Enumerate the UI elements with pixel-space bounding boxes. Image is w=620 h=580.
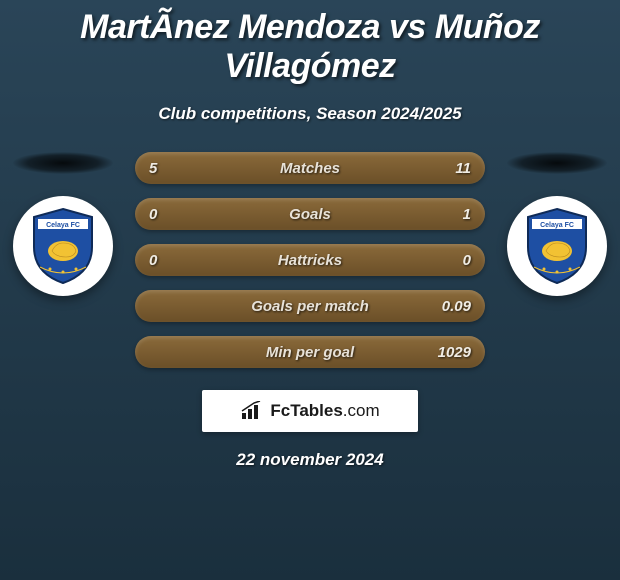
stat-left-value: 5 (149, 160, 157, 177)
stat-row: 0 Hattricks 0 (135, 244, 485, 276)
brand-text: FcTables.com (270, 401, 379, 421)
stat-right-value: 0 (463, 252, 471, 269)
stat-label: Goals per match (251, 298, 369, 315)
stat-label: Goals (289, 206, 331, 223)
stat-row: Goals per match 0.09 (135, 290, 485, 322)
player-left-column: Celaya FC (8, 152, 118, 296)
comparison-content: Celaya FC Celaya FC (0, 152, 620, 470)
stat-label: Min per goal (266, 344, 354, 361)
avatar-shadow-left (13, 152, 113, 174)
avatar-shadow-right (507, 152, 607, 174)
stat-label: Matches (280, 160, 340, 177)
stat-right-value: 1 (463, 206, 471, 223)
club-badge-left: Celaya FC (13, 196, 113, 296)
stat-row: 0 Goals 1 (135, 198, 485, 230)
club-shield-icon: Celaya FC (30, 207, 96, 285)
brand-box[interactable]: FcTables.com (202, 390, 418, 432)
club-shield-icon: Celaya FC (524, 207, 590, 285)
stat-right-value: 0.09 (442, 298, 471, 315)
stat-left-value: 0 (149, 206, 157, 223)
subtitle: Club competitions, Season 2024/2025 (0, 104, 620, 124)
stat-right-value: 1029 (438, 344, 471, 361)
svg-text:Celaya FC: Celaya FC (540, 222, 574, 229)
stats-list: 5 Matches 11 0 Goals 1 0 Hattricks 0 Goa… (135, 152, 485, 368)
page-title: MartÃ­nez Mendoza vs Muñoz Villagómez (0, 0, 620, 86)
brand-suffix: .com (343, 401, 380, 420)
stat-label: Hattricks (278, 252, 342, 269)
player-right-column: Celaya FC (502, 152, 612, 296)
club-badge-right: Celaya FC (507, 196, 607, 296)
stat-left-value: 0 (149, 252, 157, 269)
date-text: 22 november 2024 (0, 450, 620, 470)
brand-name: FcTables (270, 401, 342, 420)
stat-row: 5 Matches 11 (135, 152, 485, 184)
stat-row: Min per goal 1029 (135, 336, 485, 368)
bar-chart-icon (240, 401, 264, 421)
stat-right-value: 11 (455, 160, 471, 177)
svg-text:Celaya FC: Celaya FC (46, 222, 80, 229)
